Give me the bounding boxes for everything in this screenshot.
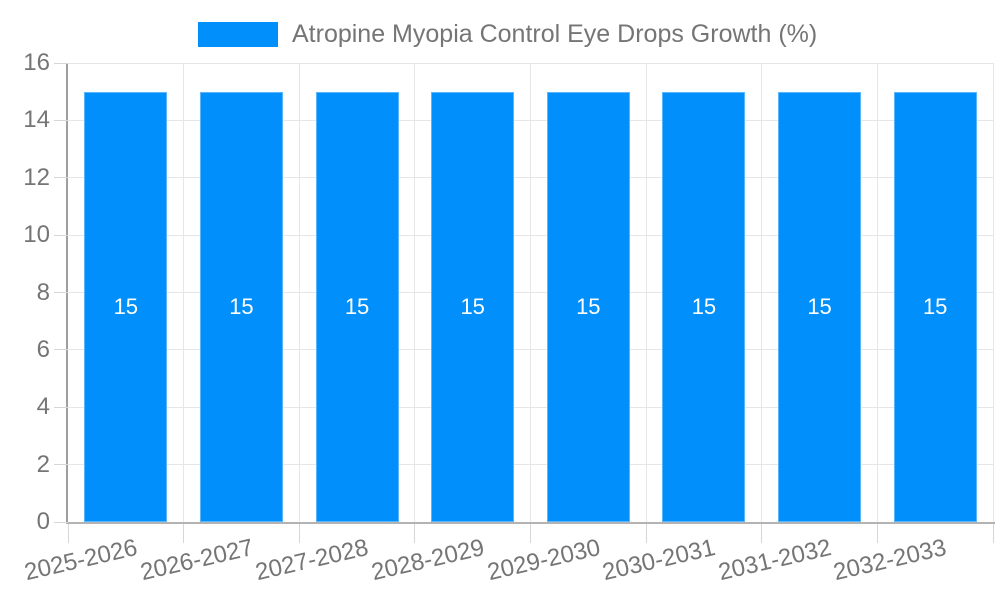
y-axis-label: 4 <box>36 393 50 421</box>
bar[interactable]: 15 <box>778 91 862 522</box>
bar-value-label: 15 <box>229 293 254 319</box>
x-tick-mark <box>876 524 878 543</box>
bar[interactable]: 15 <box>431 91 515 522</box>
y-axis-label: 14 <box>23 106 50 134</box>
gridline-vertical <box>876 63 878 522</box>
legend-item[interactable]: Atropine Myopia Control Eye Drops Growth… <box>198 20 817 49</box>
y-tick-mark <box>54 292 68 293</box>
y-axis-label: 0 <box>36 508 50 535</box>
x-tick-mark <box>414 524 416 543</box>
x-axis-label: 2028-2029 <box>368 534 487 587</box>
y-tick-mark <box>54 234 68 236</box>
bar-value-label: 15 <box>922 293 948 319</box>
gridline-vertical <box>530 63 531 522</box>
bar[interactable]: 15 <box>546 91 630 522</box>
x-axis-label: 2026-2027 <box>137 534 256 587</box>
x-tick-mark <box>645 524 647 543</box>
gridline-vertical <box>761 63 763 522</box>
x-axis-label: 2030-2031 <box>600 534 719 587</box>
bar-value-label: 15 <box>460 293 485 319</box>
y-tick-mark <box>54 521 68 523</box>
y-tick-mark <box>54 119 68 121</box>
gridline-vertical <box>992 63 994 522</box>
bar[interactable]: 15 <box>893 91 977 522</box>
x-tick-mark <box>992 524 994 543</box>
x-axis-label: 2027-2028 <box>253 534 372 587</box>
y-axis-label: 16 <box>23 49 50 76</box>
y-axis-label: 10 <box>23 221 50 249</box>
x-axis-label: 2025-2026 <box>21 534 140 587</box>
gridline-vertical <box>298 63 300 522</box>
gridline-vertical <box>414 63 416 522</box>
y-axis-label: 8 <box>36 278 50 306</box>
bar-value-label: 15 <box>691 293 717 319</box>
x-tick-mark <box>298 524 300 543</box>
bar-value-label: 15 <box>576 293 601 319</box>
x-tick-mark <box>761 524 763 543</box>
y-tick-mark <box>54 62 68 64</box>
y-tick-mark <box>54 177 68 179</box>
bar[interactable]: 15 <box>315 91 399 522</box>
x-axis-line <box>66 522 995 524</box>
bar-value-label: 15 <box>807 293 832 319</box>
bar[interactable]: 15 <box>199 91 283 522</box>
x-axis-label: 2032-2033 <box>831 534 950 587</box>
y-tick-mark <box>54 406 68 408</box>
gridline-vertical <box>183 63 185 522</box>
y-tick-mark <box>54 349 68 351</box>
bar[interactable]: 15 <box>662 91 746 522</box>
gridline-vertical <box>645 63 647 522</box>
y-tick-mark <box>54 464 68 466</box>
y-axis-label: 6 <box>36 335 50 363</box>
x-tick-mark <box>67 524 69 543</box>
x-tick-mark <box>183 524 185 543</box>
x-axis-label: 2029-2030 <box>484 534 603 587</box>
x-tick-mark <box>530 524 531 543</box>
y-axis-label: 12 <box>23 163 50 191</box>
legend-label: Atropine Myopia Control Eye Drops Growth… <box>292 20 818 48</box>
y-axis-label: 2 <box>36 450 50 478</box>
legend-swatch <box>198 22 278 47</box>
bar-value-label: 15 <box>344 293 370 319</box>
x-axis-label: 2031-2032 <box>715 534 834 587</box>
bar-value-label: 15 <box>113 293 139 319</box>
bar[interactable]: 15 <box>84 91 168 522</box>
